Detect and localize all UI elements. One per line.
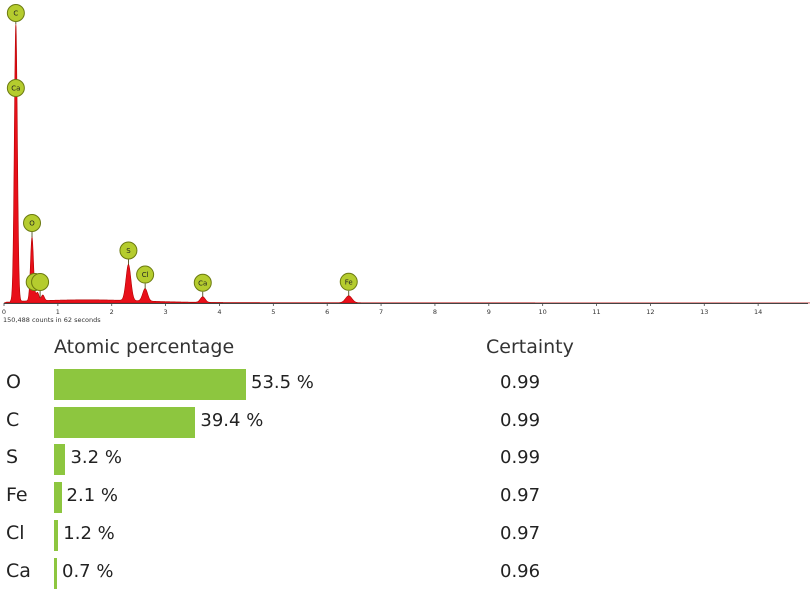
atomic-percentage-header: Atomic percentage (54, 336, 235, 358)
element-marker-c[interactable] (6, 4, 25, 22)
x-tick-label: 13 (700, 308, 708, 316)
element-marker-fe[interactable] (339, 272, 358, 291)
certainty-value: 0.99 (500, 409, 541, 431)
element-label: O (6, 371, 21, 393)
x-tick-label: 4 (217, 308, 221, 316)
element-label: C (6, 408, 20, 431)
counts-caption: 150,488 counts in 62 seconds (3, 316, 101, 324)
atomic-percentage-value: 2.1 % (66, 485, 118, 507)
x-tick-label: 5 (271, 308, 275, 316)
element-marker-ca[interactable] (6, 79, 25, 97)
atomic-percentage-bar (54, 406, 196, 438)
x-tick-label: 6 (325, 308, 329, 316)
atomic-percentage-bar (54, 444, 66, 476)
certainty-value: 0.96 (500, 560, 541, 582)
composition-row-c: C 39.4 % 0.99 (0, 405, 810, 439)
x-tick-label: 3 (164, 308, 168, 316)
spectrum-area (3, 24, 810, 304)
element-marker-s[interactable] (119, 241, 138, 260)
composition-row-s: S 3.2 % 0.99 (0, 442, 810, 476)
element-marker-label: Cl (142, 271, 149, 279)
element-label: Fe (6, 484, 28, 507)
element-marker-cl[interactable] (136, 265, 155, 284)
element-marker-label: O (29, 220, 35, 228)
element-marker-label: Ca (11, 85, 20, 93)
atomic-percentage-value: 3.2 % (70, 447, 122, 469)
atomic-percentage-bar (54, 369, 246, 400)
certainty-header: Certainty (486, 336, 574, 358)
element-marker-o[interactable] (23, 214, 42, 232)
x-tick-label: 1 (56, 308, 60, 316)
element-label: S (6, 446, 19, 469)
atomic-percentage-value: 39.4 % (200, 409, 264, 431)
x-tick-label: 7 (379, 308, 383, 316)
element-marker-ca[interactable] (193, 273, 212, 292)
atomic-percentage-value: 1.2 % (63, 522, 115, 544)
element-marker-label: C (13, 10, 18, 18)
composition-row-fe: Fe 2.1 % 0.97 (0, 480, 810, 514)
x-tick-label: 8 (433, 308, 437, 316)
x-tick-label: 9 (487, 308, 491, 316)
element-marker-label: S (126, 247, 131, 255)
element-marker-unlabeled[interactable] (31, 273, 50, 291)
certainty-value: 0.97 (500, 485, 541, 507)
element-marker-label: Ca (198, 279, 207, 287)
atomic-percentage-bar (54, 519, 59, 551)
composition-row-ca: Ca 0.7 % 0.96 (0, 556, 810, 590)
x-tick-label: 12 (646, 308, 654, 316)
composition-row-cl: Cl 1.2 % 0.97 (0, 518, 810, 552)
element-marker-label: Fe (345, 278, 353, 286)
element-label: Ca (6, 559, 31, 582)
x-axis-ticks: 0 1 2 3 4 5 6 7 8 9 10 11 12 13 14 (2, 303, 762, 316)
spectrum-series (3, 24, 810, 304)
atomic-percentage-value: 0.7 % (62, 560, 114, 582)
atomic-percentage-value: 53.5 % (251, 372, 314, 393)
composition-row-o: O 53.5 % 0.99 (0, 367, 810, 401)
certainty-value: 0.97 (500, 522, 541, 544)
certainty-value: 0.99 (500, 447, 541, 469)
x-tick-label: 10 (539, 308, 547, 316)
element-markers: CCaOFeSClCaFe (6, 4, 358, 298)
atomic-percentage-bar (54, 557, 57, 589)
x-tick-label: 2 (110, 308, 114, 316)
x-tick-label: 0 (2, 308, 6, 316)
x-tick-label: 14 (754, 308, 762, 316)
element-label: Cl (6, 521, 25, 544)
certainty-value: 0.99 (500, 372, 541, 393)
atomic-percentage-bar (54, 482, 62, 514)
x-tick-label: 11 (592, 308, 600, 316)
